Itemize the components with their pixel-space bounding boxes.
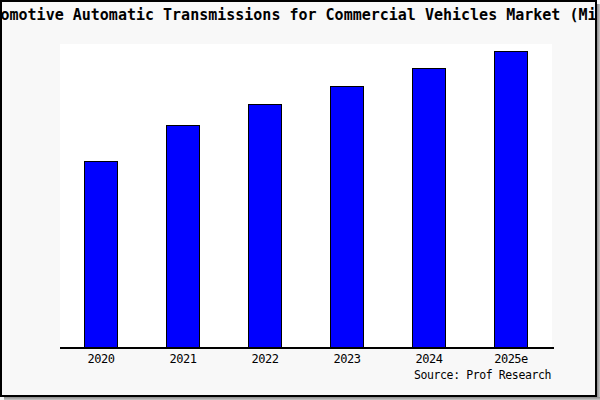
bar-2020 <box>84 161 118 348</box>
x-axis-labels: 202020212022202320242025e <box>60 352 552 366</box>
bar-slot <box>306 44 388 348</box>
bar-2023 <box>330 86 364 348</box>
chart-title: Global Automotive Automatic Transmission… <box>0 6 597 24</box>
bar-slot <box>470 44 552 348</box>
bar-slot <box>60 44 142 348</box>
bar-2024 <box>412 68 446 348</box>
x-tick-label-2024: 2024 <box>388 352 470 366</box>
x-axis <box>60 347 554 349</box>
chart-window: Global Automotive Automatic Transmission… <box>0 0 600 400</box>
bar-2022 <box>248 104 282 348</box>
bar-2021 <box>166 125 200 348</box>
x-tick-label-2023: 2023 <box>306 352 388 366</box>
bar-slot <box>142 44 224 348</box>
x-tick-label-2022: 2022 <box>224 352 306 366</box>
bar-slot <box>224 44 306 348</box>
x-tick-label-2021: 2021 <box>142 352 224 366</box>
x-tick-label-2020: 2020 <box>60 352 142 366</box>
x-tick-label-2025e: 2025e <box>470 352 552 366</box>
chart-frame: Global Automotive Automatic Transmission… <box>0 0 597 397</box>
bar-2025e <box>494 51 528 349</box>
source-credit: Source: Prof Research <box>414 368 551 382</box>
bar-slot <box>388 44 470 348</box>
plot-area <box>60 44 552 348</box>
